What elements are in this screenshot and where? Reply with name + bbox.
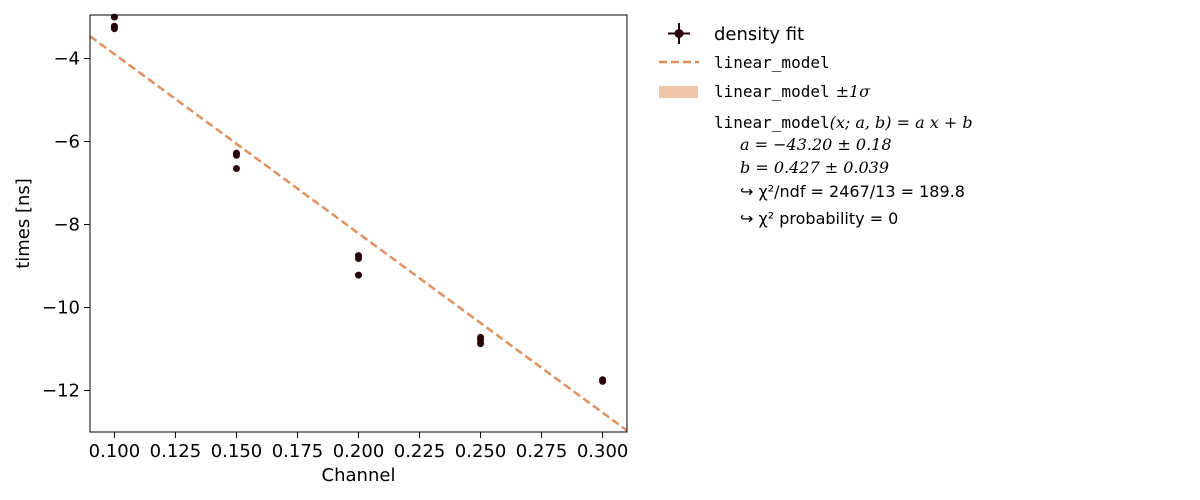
legend-marker-band <box>659 86 698 98</box>
data-point <box>232 151 240 159</box>
x-axis-ticks: 0.100 0.125 0.150 0.175 0.200 0.225 0.250 0.275… <box>89 432 629 462</box>
x-tick-label: 0.125 <box>150 441 202 462</box>
x-tick-label: 0.275 <box>516 441 568 462</box>
x-tick-label: 0.100 <box>89 441 141 462</box>
legend: density fit linear_model linear_model ±1σ… <box>659 23 973 228</box>
data-point <box>355 255 362 263</box>
data-point <box>110 25 118 33</box>
legend-chi2-ndf: ↪ χ²/ndf = 2467/13 = 189.8 <box>740 182 965 201</box>
legend-param-a: a = −43.20 ± 0.18 <box>740 135 892 154</box>
data-point <box>599 377 607 385</box>
plot-frame <box>89 14 628 433</box>
legend-label-points: density fit <box>714 24 804 45</box>
legend-model-name: linear_model <box>714 113 830 132</box>
data-point <box>232 165 240 173</box>
model-line <box>90 35 627 432</box>
y-tick-label: −10 <box>42 298 80 319</box>
legend-band-model-name: linear_model <box>714 82 830 101</box>
x-axis-label: Channel <box>322 465 396 486</box>
legend-label-band: linear_model ±1σ <box>714 82 871 101</box>
legend-band-sigma: ±1σ <box>836 82 872 101</box>
x-tick-label: 0.175 <box>272 441 324 462</box>
model-line-layer <box>90 35 627 432</box>
legend-model-formula: linear_model(x; a, b) = a x + b <box>714 113 973 132</box>
legend-model-expression: (x; a, b) = a x + b <box>830 113 973 132</box>
legend-marker-points <box>668 23 690 44</box>
legend-param-b: b = 0.427 ± 0.039 <box>740 158 889 177</box>
y-tick-label: −6 <box>53 132 80 153</box>
data-point <box>355 271 362 279</box>
y-tick-label: −4 <box>53 49 80 70</box>
x-tick-label: 0.300 <box>577 441 629 462</box>
x-tick-label: 0.225 <box>394 441 446 462</box>
x-tick-label: 0.250 <box>455 441 507 462</box>
legend-label-line: linear_model <box>714 53 830 72</box>
y-axis-label: times [ns] <box>13 178 34 269</box>
data-point <box>477 340 485 348</box>
y-tick-label: −8 <box>53 215 80 236</box>
y-axis-ticks: −12 −10 −8 −6 −4 <box>42 49 90 402</box>
legend-chi2-probability: ↪ χ² probability = 0 <box>740 209 898 228</box>
data-points-layer <box>110 13 607 385</box>
y-tick-label: −12 <box>42 381 80 402</box>
x-tick-label: 0.150 <box>211 441 263 462</box>
x-tick-label: 0.200 <box>333 441 385 462</box>
